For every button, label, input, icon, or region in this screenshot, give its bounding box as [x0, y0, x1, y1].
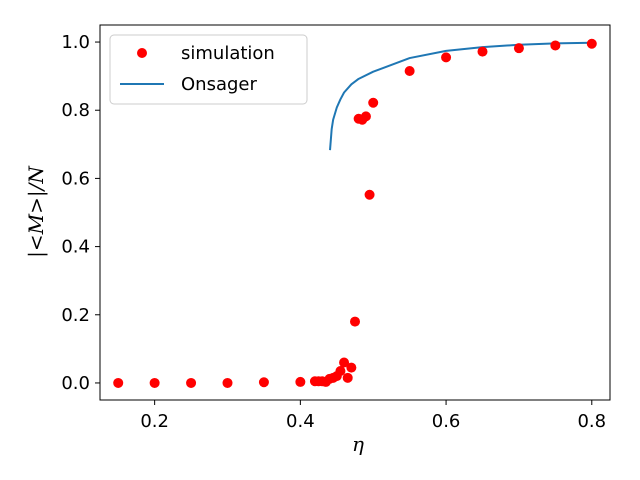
series-layer	[113, 38, 597, 388]
data-point-simulation	[149, 377, 160, 388]
data-point-simulation	[477, 46, 488, 57]
x-axis-label: η	[352, 432, 364, 456]
axes-layer: 0.2 0.4 0.6 0.8 0.0 0.2 0.4 0.6 0.8 1.0	[61, 24, 611, 432]
y-axis-label: |<M>|/N	[24, 165, 49, 258]
data-point-simulation	[368, 97, 379, 108]
data-point-simulation	[586, 38, 597, 49]
data-point-simulation	[335, 366, 346, 377]
data-point-simulation	[258, 377, 269, 388]
y-tick-label: 0.4	[61, 237, 90, 258]
x-tick-label: 0.8	[577, 411, 606, 432]
legend-label-simulation: simulation	[181, 43, 275, 64]
y-tick-label: 0.6	[61, 168, 90, 189]
data-point-simulation	[360, 111, 371, 122]
legend-label-onsager: Onsager	[181, 74, 257, 95]
legend: simulation Onsager	[109, 34, 308, 105]
data-point-simulation	[186, 377, 197, 388]
y-tick-label: 1.0	[61, 32, 90, 53]
data-point-simulation	[222, 377, 233, 388]
data-point-simulation	[342, 372, 353, 383]
data-point-simulation	[550, 40, 561, 51]
data-point-simulation	[364, 189, 375, 200]
data-point-simulation	[113, 377, 124, 388]
data-point-simulation	[350, 316, 360, 327]
data-point-simulation	[339, 357, 350, 368]
x-tick-label: 0.2	[140, 411, 169, 432]
legend-frame	[109, 34, 308, 105]
data-point-simulation	[346, 362, 357, 373]
y-tick-label: 0.0	[61, 373, 90, 394]
x-tick-label: 0.4	[286, 411, 315, 432]
axes-frame	[99, 24, 611, 401]
y-tick-label: 0.2	[61, 305, 90, 326]
data-point-simulation	[404, 66, 415, 77]
series-line-onsager	[329, 41, 592, 151]
legend-marker-simulation	[137, 48, 147, 58]
data-point-simulation	[295, 376, 306, 387]
data-point-simulation	[513, 43, 524, 54]
data-point-simulation	[441, 52, 452, 63]
x-tick-label: 0.6	[432, 411, 461, 432]
y-tick-label: 0.8	[61, 100, 90, 121]
